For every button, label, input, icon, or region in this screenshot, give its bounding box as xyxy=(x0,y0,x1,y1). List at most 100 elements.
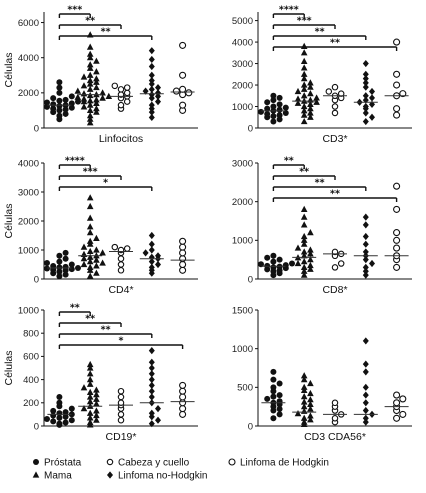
data-point-prostata xyxy=(56,414,63,421)
data-point-lnh xyxy=(148,376,155,384)
data-point-mama xyxy=(307,229,314,236)
data-point-prostata xyxy=(270,415,277,422)
data-point-lh xyxy=(393,399,401,407)
data-point-lh xyxy=(399,395,407,403)
data-point-prostata xyxy=(270,376,277,383)
data-point-prostata xyxy=(56,264,63,271)
data-point-mama xyxy=(307,400,314,407)
data-point-mama xyxy=(86,80,94,87)
data-point-cabeza xyxy=(117,261,125,268)
data-point-lnh xyxy=(362,383,369,391)
data-point-mama xyxy=(307,265,314,272)
data-point-cabeza xyxy=(123,98,131,105)
data-point-prostata xyxy=(62,249,69,256)
data-point-prostata xyxy=(56,84,63,91)
data-point-prostata xyxy=(44,99,50,106)
data-point-mama xyxy=(93,395,100,402)
data-point-lnh xyxy=(148,258,155,266)
data-point-mama xyxy=(300,403,308,410)
data-point-prostata xyxy=(282,109,289,116)
data-point-mama xyxy=(86,237,94,244)
data-point-cabeza xyxy=(331,415,339,422)
data-point-cabeza xyxy=(117,86,125,93)
data-point-prostata xyxy=(56,399,63,406)
data-point-mama xyxy=(86,119,94,126)
data-point-mama xyxy=(307,396,314,403)
data-point-lnh xyxy=(148,364,155,372)
data-point-lh xyxy=(179,255,187,263)
data-point-mama xyxy=(300,383,308,390)
y-tick-label: 2000 xyxy=(232,197,253,208)
data-point-mama xyxy=(86,76,94,84)
x-axis-label: Linfocitos xyxy=(99,133,143,145)
data-point-lh xyxy=(393,244,401,252)
data-point-mama xyxy=(300,398,308,405)
data-point-prostata xyxy=(276,411,283,418)
data-point-prostata xyxy=(282,104,289,111)
data-point-lnh xyxy=(362,368,369,376)
data-point-lnh xyxy=(362,418,369,426)
data-point-mama xyxy=(300,271,308,278)
y-tick-label: 1000 xyxy=(232,344,253,355)
data-point-lnh xyxy=(148,47,155,55)
data-point-mama xyxy=(86,50,94,57)
data-point-lh xyxy=(393,391,401,399)
data-point-lh xyxy=(393,70,401,78)
data-point-lh xyxy=(179,266,187,274)
data-point-mama xyxy=(80,82,88,89)
data-point-cabeza xyxy=(123,245,131,252)
y-tick-label: 2000 xyxy=(18,88,39,99)
x-axis-label: CD3 CDA56* xyxy=(304,431,366,443)
data-point-cabeza xyxy=(111,82,119,90)
data-point-lnh xyxy=(369,113,375,121)
data-point-mama xyxy=(300,236,308,243)
data-point-mama xyxy=(86,71,94,78)
data-point-mama xyxy=(80,405,88,412)
data-point-mama xyxy=(307,256,314,263)
data-point-cabeza xyxy=(117,393,125,401)
data-point-lnh xyxy=(362,59,369,68)
y-tick-label: 3000 xyxy=(232,158,253,169)
data-point-mama xyxy=(86,272,94,279)
legend-marker-mama xyxy=(32,471,40,478)
data-point-prostata xyxy=(276,94,283,101)
y-tick-label: 3000 xyxy=(18,187,39,198)
data-point-mama xyxy=(300,393,308,400)
data-point-prostata xyxy=(276,256,283,263)
data-point-lh xyxy=(179,85,187,93)
data-point-cabeza xyxy=(331,83,339,91)
legend-marker-lnh xyxy=(107,471,113,479)
data-point-prostata xyxy=(56,103,63,110)
data-point-mama xyxy=(294,99,302,106)
data-point-cabeza xyxy=(117,387,125,395)
data-point-prostata xyxy=(62,106,69,113)
y-tick-label: 4000 xyxy=(18,53,39,64)
data-point-mama xyxy=(93,391,100,398)
data-point-prostata xyxy=(264,105,271,112)
data-point-lh xyxy=(393,38,401,46)
data-point-lh xyxy=(179,399,187,407)
data-point-lnh xyxy=(362,92,369,100)
data-point-prostata xyxy=(50,407,57,414)
data-point-lnh xyxy=(362,102,369,111)
significance-label: ** xyxy=(330,38,340,49)
data-point-mama xyxy=(307,250,314,257)
data-point-mama xyxy=(300,81,308,88)
data-point-lnh xyxy=(362,256,369,264)
data-point-mama xyxy=(99,94,106,101)
data-point-mama xyxy=(86,388,94,395)
y-tick-label: 1000 xyxy=(232,102,253,113)
data-point-lnh xyxy=(362,221,369,229)
data-point-prostata xyxy=(75,264,81,271)
data-point-lnh xyxy=(155,416,161,424)
data-point-prostata xyxy=(276,116,283,123)
data-point-mama xyxy=(307,79,314,86)
data-point-lnh xyxy=(362,240,369,248)
data-point-mama xyxy=(93,57,100,64)
data-point-lh xyxy=(179,393,187,401)
data-point-lnh xyxy=(362,232,369,241)
data-point-prostata xyxy=(68,261,75,268)
x-axis-label: CD8* xyxy=(322,284,347,296)
